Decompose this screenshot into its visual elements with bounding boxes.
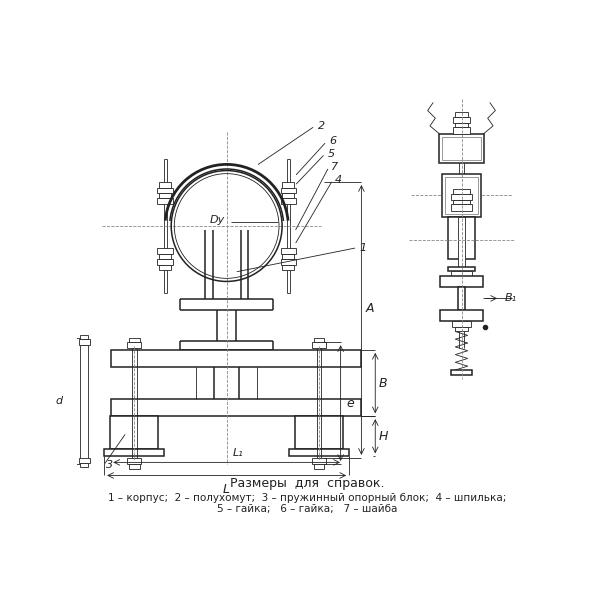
Text: d: d [55, 396, 62, 406]
Text: L: L [223, 483, 230, 496]
Bar [458, 217, 466, 267]
Bar [157, 248, 173, 254]
Bar [157, 198, 173, 203]
Bar [80, 335, 88, 339]
Bar [282, 265, 295, 270]
Text: B₁: B₁ [505, 293, 517, 304]
Bar [159, 182, 171, 187]
Bar [281, 248, 296, 254]
Bar [440, 276, 483, 287]
Text: 5 – гайка;   6 – гайка;   7 – шайба: 5 – гайка; 6 – гайка; 7 – шайба [217, 503, 398, 514]
Bar [440, 310, 483, 321]
Bar [453, 116, 470, 123]
Text: Размеры  для  справок.: Размеры для справок. [230, 478, 385, 490]
Bar [129, 338, 140, 342]
Bar [281, 187, 296, 193]
Bar [458, 287, 466, 310]
Bar [453, 127, 470, 134]
Text: 4: 4 [335, 175, 343, 185]
Bar [80, 463, 88, 467]
Bar [442, 137, 481, 160]
Bar [110, 416, 158, 449]
Text: 7: 7 [331, 162, 338, 172]
Bar [455, 112, 467, 116]
Text: 6: 6 [329, 136, 336, 146]
Bar [111, 350, 361, 367]
Bar [159, 254, 171, 259]
Bar [79, 458, 89, 463]
Text: e: e [347, 397, 355, 410]
Bar [312, 342, 326, 349]
Bar [455, 327, 469, 331]
Bar [282, 182, 295, 187]
Text: L₁: L₁ [233, 448, 244, 458]
Bar [452, 321, 471, 327]
Bar [157, 187, 173, 193]
Bar [451, 370, 472, 374]
Bar [314, 338, 325, 342]
Bar [312, 458, 326, 464]
Bar [448, 217, 475, 259]
Text: 1: 1 [360, 242, 367, 253]
Text: 3: 3 [106, 460, 113, 470]
Bar [289, 449, 349, 456]
Bar [451, 271, 472, 276]
Bar [451, 205, 472, 211]
Text: 5: 5 [328, 149, 335, 158]
Bar [157, 259, 173, 265]
Bar [127, 342, 141, 349]
Text: 2: 2 [317, 121, 325, 131]
Bar [104, 449, 164, 456]
Bar [439, 134, 484, 163]
Bar [453, 189, 470, 194]
Bar [282, 254, 295, 259]
Bar [448, 267, 475, 271]
Bar [295, 416, 343, 449]
Text: 1 – корпус;  2 – полухомут;  3 – пружинный опорный блок;  4 – шпилька;: 1 – корпус; 2 – полухомут; 3 – пружинный… [109, 493, 506, 503]
Bar [281, 198, 296, 203]
Text: B: B [379, 377, 388, 389]
Bar [455, 123, 467, 127]
Text: A: A [365, 302, 374, 315]
Bar [159, 193, 171, 198]
Bar [451, 194, 472, 200]
Bar [445, 177, 478, 214]
Bar [453, 200, 470, 205]
Bar [79, 339, 89, 344]
Bar [111, 399, 361, 416]
Bar [314, 464, 325, 469]
Text: Dу: Dу [210, 215, 225, 225]
Bar [281, 259, 296, 265]
Bar [159, 265, 171, 270]
Bar [129, 464, 140, 469]
Bar [442, 173, 481, 217]
Bar [282, 193, 295, 198]
Bar [127, 458, 141, 464]
Text: H: H [379, 430, 388, 443]
